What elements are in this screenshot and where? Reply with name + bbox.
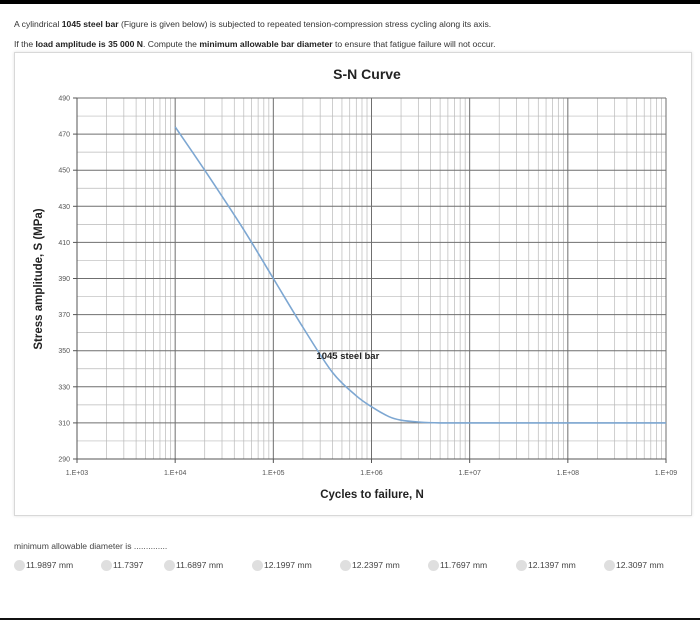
y-tick-label: 330: [58, 384, 70, 391]
option-label: 11.6897 mm: [176, 560, 224, 570]
answer-option-6[interactable]: 11.7697 mm: [428, 558, 487, 572]
y-tick-label: 490: [58, 96, 70, 103]
x-tick-label: 1.E+05: [262, 470, 284, 477]
sn-curve-chart: 1.E+03 1.E+04 1.E+05 1.E+06 1.E+07 1.E+08 1.E+…: [33, 66, 677, 501]
question-text-part: If the: [14, 39, 36, 49]
answer-option-1[interactable]: 11.9897 mm: [14, 558, 73, 572]
series-layer: [174, 126, 666, 424]
option-label: 12.2397 mm: [352, 560, 400, 570]
option-label: 11.7397: [113, 560, 144, 570]
answer-option-7[interactable]: 12.1397 mm: [516, 558, 576, 572]
answer-option-4[interactable]: 12.1997 mm: [252, 558, 312, 572]
y-axis-label: Stress amplitude, S (MPa): [33, 208, 45, 349]
y-tick-label: 310: [58, 420, 70, 427]
radio-button-icon[interactable]: [604, 559, 615, 571]
question-text: A cylindrical 1045 steel bar (Figure is …: [14, 14, 690, 54]
chart-card: 1.E+03 1.E+04 1.E+05 1.E+06 1.E+07 1.E+08 1.E+…: [14, 52, 692, 516]
x-tick-label: 1.E+09: [655, 470, 677, 477]
answer-prompt: minimum allowable diameter is ..........…: [14, 541, 168, 551]
answer-options: 11.9897 mm 11.7397 11.6897 mm 12.1997 mm…: [14, 558, 694, 574]
answer-option-3[interactable]: 11.6897 mm: [164, 558, 223, 572]
radio-button-icon[interactable]: [252, 559, 263, 571]
x-tick-label: 1.E+08: [557, 470, 579, 477]
x-tick-label: 1.E+03: [66, 470, 88, 477]
chart-title: S-N Curve: [333, 66, 401, 82]
question-text-part: A cylindrical: [14, 19, 62, 29]
option-label: 12.1397 mm: [528, 560, 576, 570]
x-axis-label: Cycles to failure, N: [320, 489, 424, 501]
option-label: 11.7697 mm: [440, 560, 488, 570]
major-grid: [76, 97, 667, 460]
question-text-part: to ensure that fatigue failure will not …: [332, 39, 496, 49]
x-tick-label: 1.E+06: [360, 470, 382, 477]
y-tick-label: 430: [58, 204, 70, 211]
y-tick-label: 370: [58, 312, 70, 319]
radio-button-icon[interactable]: [340, 559, 351, 571]
series-line-1045-steel-bar: [174, 126, 666, 424]
question-bold-material: 1045 steel bar: [61, 19, 119, 29]
y-tick-label: 470: [58, 132, 70, 139]
axes: [73, 97, 667, 463]
radio-button-icon[interactable]: [14, 559, 25, 571]
option-label: 12.3097 mm: [616, 560, 664, 570]
x-tick-label: 1.E+04: [164, 470, 186, 477]
option-label: 12.1997 mm: [264, 560, 312, 570]
radio-button-icon[interactable]: [164, 559, 175, 571]
answer-option-5[interactable]: 12.2397 mm: [340, 558, 400, 572]
answer-option-2[interactable]: 11.7397: [101, 558, 143, 572]
tick-labels: 1.E+03 1.E+04 1.E+05 1.E+06 1.E+07 1.E+08 1.E+…: [58, 96, 677, 478]
y-tick-label: 450: [58, 168, 70, 175]
question-text-part: (Figure is given below) is subjected to …: [118, 19, 492, 29]
question-bold-target: minimum allowable bar diameter: [199, 39, 333, 49]
question-line-1: A cylindrical 1045 steel bar (Figure is …: [14, 14, 690, 34]
bottom-border: [0, 618, 700, 620]
question-text-part: . Compute the: [142, 39, 200, 49]
question-line-2: If the load amplitude is 35 000 N. Compu…: [14, 34, 690, 54]
answer-option-8[interactable]: 12.3097 mm: [604, 558, 664, 572]
top-border: [0, 0, 700, 4]
question-bold-load: load amplitude is 35 000 N: [35, 39, 143, 49]
radio-button-icon[interactable]: [428, 559, 439, 571]
y-tick-label: 390: [58, 276, 70, 283]
option-label: 11.9897 mm: [26, 560, 74, 570]
radio-button-icon[interactable]: [101, 559, 112, 571]
y-tick-label: 290: [58, 457, 70, 464]
y-tick-label: 350: [58, 348, 70, 355]
y-tick-label: 410: [58, 240, 70, 247]
x-tick-label: 1.E+07: [458, 470, 480, 477]
radio-button-icon[interactable]: [516, 559, 527, 571]
series-annotation: 1045 steel bar: [316, 351, 379, 362]
